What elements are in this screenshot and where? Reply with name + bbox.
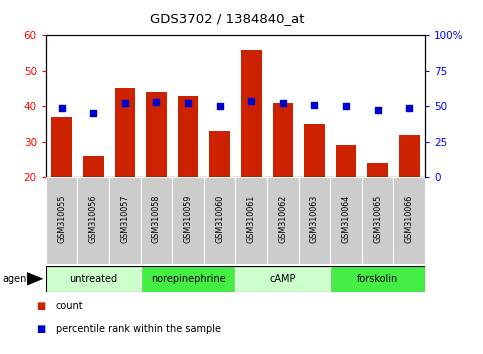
Text: GSM310063: GSM310063 — [310, 194, 319, 243]
Bar — [210, 131, 230, 177]
Text: percentile rank within the sample: percentile rank within the sample — [56, 324, 221, 334]
Text: GSM310055: GSM310055 — [57, 194, 66, 243]
Bar — [394, 177, 425, 264]
Text: cAMP: cAMP — [270, 274, 296, 284]
Polygon shape — [27, 272, 43, 286]
Bar — [178, 96, 199, 177]
Bar — [330, 266, 425, 292]
Point — [311, 102, 318, 108]
Bar — [141, 177, 172, 264]
Point — [405, 105, 413, 110]
Bar — [241, 50, 261, 177]
Bar — [46, 266, 141, 292]
Point — [121, 101, 129, 106]
Bar — [267, 177, 298, 264]
Point — [184, 101, 192, 106]
Bar — [272, 103, 293, 177]
Bar — [336, 145, 356, 177]
Bar — [51, 117, 72, 177]
Bar — [141, 266, 236, 292]
Text: GSM310064: GSM310064 — [341, 194, 351, 243]
Text: GSM310060: GSM310060 — [215, 194, 224, 243]
Text: ■: ■ — [36, 301, 45, 311]
Text: count: count — [56, 301, 83, 311]
Point — [153, 99, 160, 105]
Bar — [304, 124, 325, 177]
Point — [58, 105, 66, 110]
Bar — [399, 135, 420, 177]
Bar — [146, 92, 167, 177]
Text: ■: ■ — [36, 324, 45, 334]
Text: GSM310056: GSM310056 — [89, 194, 98, 243]
Bar — [330, 177, 362, 264]
Bar — [109, 177, 141, 264]
Text: GSM310066: GSM310066 — [405, 194, 414, 243]
Point — [216, 103, 224, 109]
Text: GDS3702 / 1384840_at: GDS3702 / 1384840_at — [150, 12, 304, 25]
Point — [247, 98, 255, 103]
Text: GSM310065: GSM310065 — [373, 194, 382, 243]
Bar — [368, 163, 388, 177]
Point — [279, 101, 287, 106]
Point — [342, 103, 350, 109]
Bar — [362, 177, 394, 264]
Point — [374, 108, 382, 113]
Text: GSM310058: GSM310058 — [152, 194, 161, 243]
Bar — [114, 88, 135, 177]
Bar — [236, 266, 330, 292]
Bar — [77, 177, 109, 264]
Text: GSM310061: GSM310061 — [247, 194, 256, 243]
Text: forskolin: forskolin — [357, 274, 398, 284]
Bar — [83, 156, 103, 177]
Bar — [236, 177, 267, 264]
Text: norepinephrine: norepinephrine — [151, 274, 226, 284]
Point — [89, 110, 97, 116]
Text: untreated: untreated — [69, 274, 117, 284]
Bar — [298, 177, 330, 264]
Text: GSM310057: GSM310057 — [120, 194, 129, 243]
Bar — [204, 177, 236, 264]
Text: agent: agent — [2, 274, 30, 284]
Text: GSM310059: GSM310059 — [184, 194, 193, 243]
Bar — [172, 177, 204, 264]
Bar — [46, 177, 77, 264]
Text: GSM310062: GSM310062 — [278, 194, 287, 243]
